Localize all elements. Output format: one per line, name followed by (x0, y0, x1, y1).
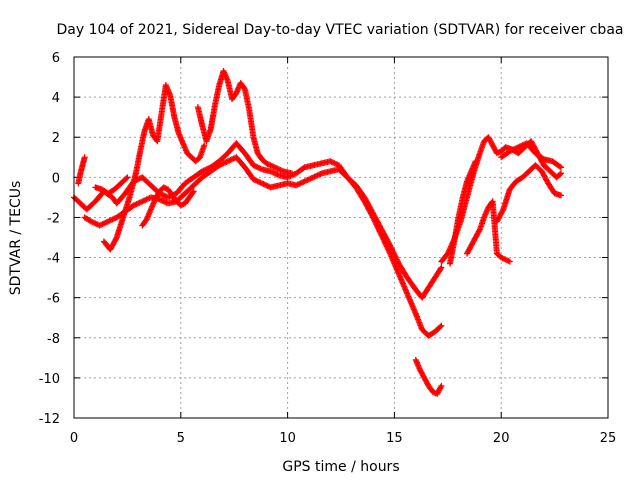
data-point-track-5 (189, 189, 196, 196)
x-tick-label: 5 (177, 431, 185, 446)
data-point-track-4 (241, 84, 248, 91)
x-axis-label: GPS time / hours (282, 459, 399, 475)
y-tick-label: 2 (52, 131, 60, 146)
data-point-track-11 (556, 163, 563, 170)
data-point-track-10 (499, 207, 506, 214)
chart-title: Day 104 of 2021, Sidereal Day-to-day VTE… (57, 22, 624, 38)
y-axis-label: SDTVAR / TECUs (8, 181, 24, 296)
data-point-track-2 (437, 323, 444, 330)
data-point-track-4 (288, 170, 295, 177)
data-point-track-7 (556, 171, 563, 178)
data-point-track-1 (437, 265, 444, 272)
data-point-track-9 (476, 227, 483, 234)
data-point-track-13 (123, 175, 130, 182)
data-point-track-7 (558, 170, 565, 177)
tick-labels: 0 5 10 15 20 25 -12 -10 -8 -6 -4 -2 0 2 4 6 (39, 51, 617, 446)
data-point-track-5 (190, 188, 197, 195)
y-tick-label: -12 (39, 412, 60, 427)
data-point-track-6 (438, 382, 445, 389)
x-tick-label: 0 (70, 431, 78, 446)
y-tick-label: 4 (52, 91, 60, 106)
x-tick-label: 15 (386, 431, 403, 446)
y-tick-label: -10 (39, 372, 60, 387)
data-point-track-3 (113, 235, 120, 242)
data-point-track-6 (437, 384, 444, 391)
y-tick-label: -6 (47, 292, 60, 307)
data-point-track-13 (124, 174, 131, 181)
plot-frame (73, 56, 609, 419)
data-point-track-11 (558, 164, 565, 171)
y-tick-label: -4 (47, 252, 60, 267)
x-tick-label: 10 (279, 431, 296, 446)
y-tick-label: -8 (47, 332, 60, 347)
data-point-track-3 (201, 142, 208, 149)
data-point-track-2 (438, 322, 445, 329)
data-point-track-9 (506, 258, 513, 265)
y-tick-label: 0 (52, 171, 60, 186)
data-points (71, 68, 565, 397)
data-point-track-10 (558, 192, 565, 199)
grid-lines (74, 57, 608, 418)
data-point-track-8 (472, 158, 479, 165)
data-point-track-12 (81, 154, 88, 161)
y-tick-label: 6 (52, 51, 60, 66)
y-tick-label: -2 (47, 211, 60, 226)
data-point-track-1 (438, 264, 445, 271)
x-tick-label: 25 (600, 431, 617, 446)
x-tick-label: 20 (493, 431, 510, 446)
